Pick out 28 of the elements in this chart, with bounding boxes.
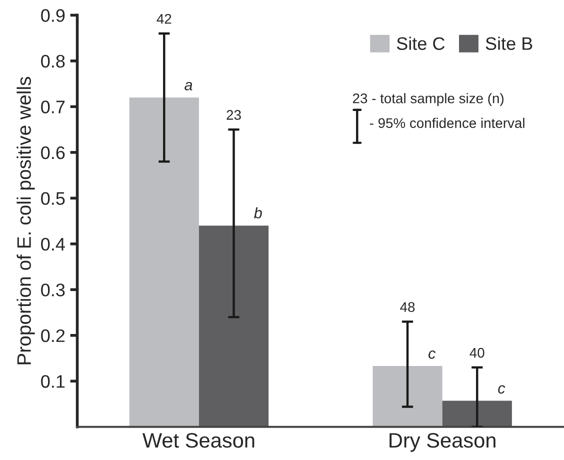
y-tick-label: 0.5 (41, 192, 65, 205)
y-axis-title: Proportion of E. coli positive wells (16, 76, 35, 364)
y-tick-label: 0.8 (41, 54, 65, 68)
x-tick-label: Dry Season (390, 432, 496, 452)
annotation: - 95% confidence interval (370, 118, 524, 128)
annotation: a (184, 82, 192, 90)
y-tick-label: 0.7 (41, 100, 65, 114)
bar (129, 98, 199, 427)
y-tick-label: 0.9 (41, 9, 65, 22)
x-tick-label: Wet Season (142, 432, 254, 448)
legend-label: Site C (396, 36, 445, 50)
annotation: 40 (470, 348, 484, 358)
bar (442, 400, 512, 427)
y-tick-label: 0.2 (41, 329, 65, 342)
annotation: 23 - total sample size (n) (352, 93, 504, 106)
legend-label: Site B (486, 36, 532, 50)
y-tick-label: 0.6 (41, 146, 65, 160)
annotation: 42 (156, 14, 172, 24)
annotation: b (254, 207, 262, 218)
annotation: 48 (400, 302, 415, 312)
annotation: c (428, 350, 436, 359)
y-tick-label: 0.3 (41, 284, 65, 296)
y-tick-label: 0.4 (41, 238, 65, 251)
bar (372, 366, 442, 427)
y-tick-label: 0.1 (41, 375, 65, 388)
bar (198, 226, 269, 427)
annotation: 23 (226, 110, 241, 120)
annotation: c (498, 385, 506, 394)
